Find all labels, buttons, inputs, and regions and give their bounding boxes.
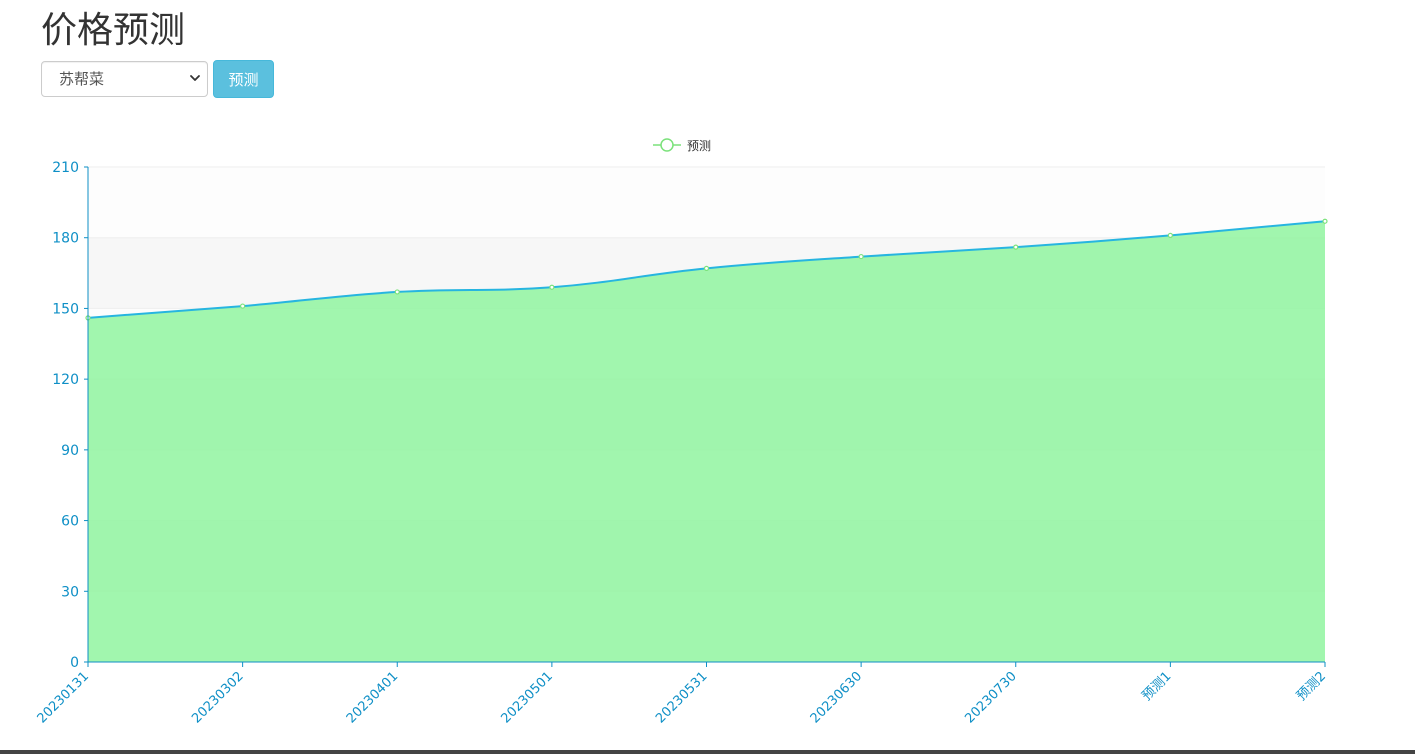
x-tick-label: 20230131 bbox=[35, 669, 92, 726]
x-tick-label: 预测1 bbox=[1140, 669, 1175, 704]
chevron-down-icon bbox=[190, 75, 200, 81]
data-point bbox=[240, 303, 246, 309]
x-tick-label: 预测2 bbox=[1294, 669, 1329, 704]
y-tick-label: 210 bbox=[52, 160, 79, 176]
x-tick-label: 20230501 bbox=[498, 669, 555, 726]
predict-button[interactable]: 预测 bbox=[213, 60, 274, 98]
y-tick-label: 150 bbox=[52, 301, 79, 317]
data-point bbox=[1322, 218, 1328, 224]
y-tick-label: 30 bbox=[61, 584, 79, 600]
page-title: 价格预测 bbox=[41, 10, 186, 51]
x-tick-label: 20230730 bbox=[962, 669, 1019, 726]
x-tick-label: 20230531 bbox=[653, 669, 710, 726]
data-point bbox=[1013, 244, 1019, 250]
data-point bbox=[858, 253, 864, 260]
legend: 预测 bbox=[653, 138, 711, 153]
data-point bbox=[703, 265, 710, 271]
legend-label: 预测 bbox=[687, 139, 711, 153]
x-tick-label: 20230302 bbox=[189, 669, 246, 726]
series-area bbox=[88, 221, 1325, 662]
y-tick-label: 60 bbox=[61, 514, 79, 530]
category-select[interactable]: 苏帮菜 bbox=[41, 61, 208, 97]
data-point bbox=[549, 284, 555, 290]
y-tick-label: 90 bbox=[61, 443, 79, 459]
y-tick-label: 180 bbox=[52, 231, 79, 247]
chart-svg: 0 30 60 90 120 150 180 210 20230131 20230302 20230… bbox=[35, 138, 1329, 726]
x-tick-label: 20230630 bbox=[808, 669, 865, 726]
x-tick-label: 20230401 bbox=[344, 669, 401, 726]
y-tick-label: 120 bbox=[52, 372, 79, 388]
legend-circle-icon bbox=[660, 138, 674, 152]
split-area-band bbox=[88, 167, 1325, 238]
category-select-value: 苏帮菜 bbox=[59, 70, 105, 88]
controls: 苏帮菜 预测 bbox=[41, 60, 274, 98]
y-tick-label: 0 bbox=[70, 655, 79, 671]
price-chart: 0 30 60 90 120 150 180 210 20230131 20230302 20230… bbox=[0, 120, 1415, 745]
bottom-bar bbox=[0, 750, 1415, 754]
data-point bbox=[394, 289, 400, 295]
data-point bbox=[1167, 232, 1173, 238]
